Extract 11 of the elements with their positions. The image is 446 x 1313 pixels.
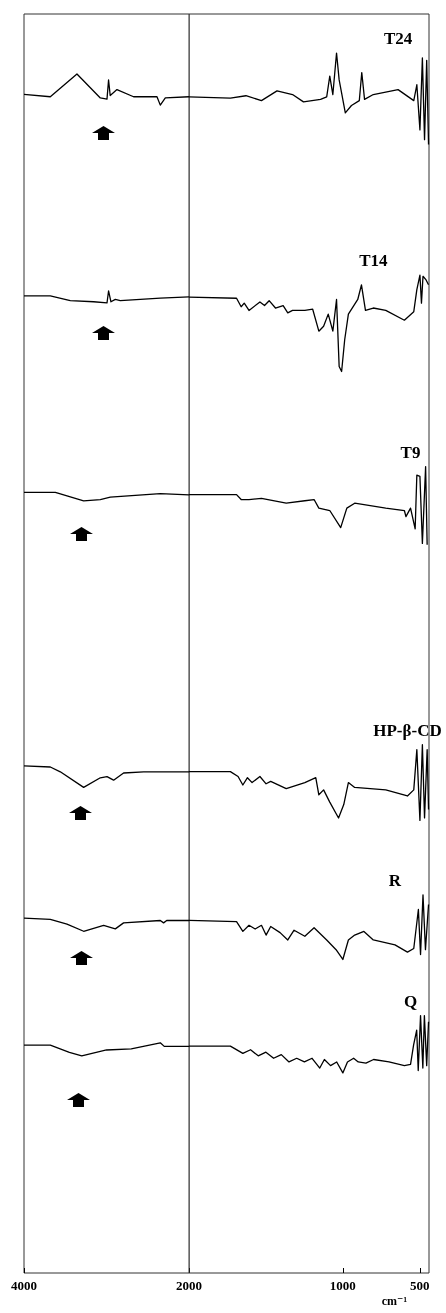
series-label: T14 [359, 251, 388, 271]
series-label: Q [403, 991, 418, 1011]
series-label: T24 [383, 29, 413, 49]
x-tick-label: 500 [410, 1278, 430, 1293]
x-tick-label: 4000 [11, 1278, 37, 1293]
series-label: T9 [400, 442, 421, 462]
x-tick-label: 1000 [329, 1278, 356, 1293]
x-axis-title: cm⁻¹ [381, 1294, 408, 1308]
series-label: HP-β-CD [373, 720, 442, 740]
x-tick-label: 2000 [176, 1278, 202, 1293]
series-label: R [388, 870, 402, 890]
